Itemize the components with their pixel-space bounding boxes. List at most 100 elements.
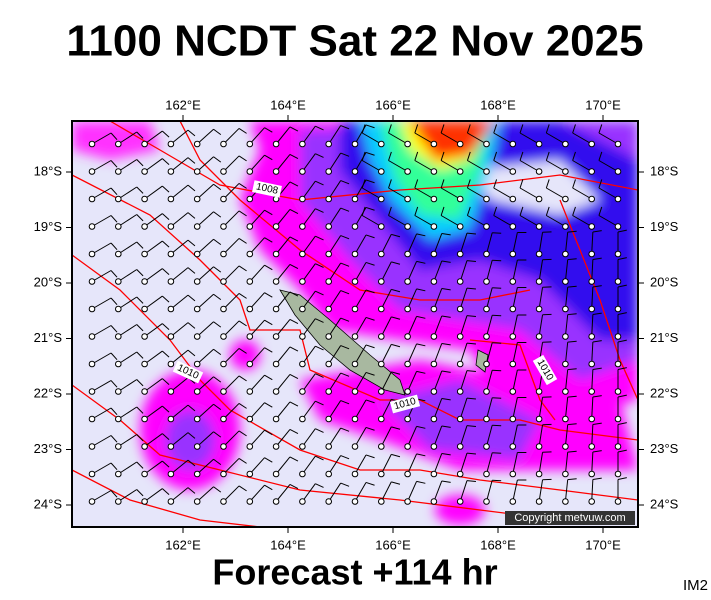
barb-station [220, 360, 227, 368]
barb-flag [567, 340, 577, 343]
barb-station [404, 498, 411, 505]
barb-staff [91, 435, 112, 447]
barb-station [115, 140, 122, 148]
barb-staff [91, 490, 112, 502]
barb-station [378, 278, 385, 285]
barb-staff [301, 318, 316, 337]
barb-station [378, 470, 385, 478]
barb-staff [433, 425, 443, 447]
barb-staff [414, 160, 435, 172]
barb-flag [187, 294, 196, 302]
barb-flag [264, 209, 273, 216]
barb-station [483, 498, 490, 505]
barb-station [378, 360, 385, 368]
barb-flag [492, 397, 502, 399]
barb-staff [223, 320, 240, 337]
barb-staff [144, 378, 163, 392]
barb-staff [249, 319, 265, 337]
barb-staff [196, 293, 214, 310]
barb-station [299, 278, 306, 285]
isobar-label: 1010 [389, 394, 421, 414]
barb-station [246, 498, 254, 505]
barb-flag [110, 490, 118, 498]
barb-station [351, 223, 359, 230]
barb-station [430, 223, 438, 230]
barb-flag [391, 343, 401, 348]
barb-station [614, 223, 622, 230]
barb-staff [170, 184, 189, 200]
lat-label-left: 20°S [34, 274, 63, 289]
barb-flag [572, 124, 576, 134]
barb-station [246, 470, 254, 478]
barb-station [456, 360, 464, 368]
lat-label-right: 19°S [650, 219, 679, 234]
barb-staff [572, 187, 592, 200]
barb-station [272, 443, 280, 450]
lat-label-left: 22°S [34, 385, 63, 400]
barb-station [299, 388, 306, 395]
barb-station [509, 195, 517, 203]
barb-station [430, 360, 438, 368]
barb-staff [433, 370, 443, 392]
barb-flag [110, 435, 118, 443]
barb-station [325, 388, 333, 395]
barb-flag [213, 211, 222, 218]
barb-station [588, 415, 596, 423]
barb-staff [301, 483, 316, 502]
barb-flag [365, 481, 375, 486]
barb-station [167, 415, 175, 423]
barb-staff [170, 212, 189, 227]
barb-flag [340, 427, 350, 432]
barb-flag [466, 452, 476, 455]
barb-flag [136, 241, 144, 249]
barb-station [325, 360, 333, 368]
barb-staff [328, 290, 342, 310]
barb-flag [617, 229, 627, 233]
barb-staff [433, 233, 443, 255]
barb-staff [328, 235, 342, 255]
barb-station [299, 470, 306, 478]
barb-station [588, 250, 596, 258]
barb-flag [365, 344, 375, 349]
barb-flag [315, 345, 324, 351]
barb-staff [361, 160, 382, 172]
barb-flag [110, 215, 118, 223]
barb-station [614, 360, 622, 368]
barb-staff [170, 349, 189, 365]
barb-staff [196, 211, 214, 227]
barb-staff [354, 372, 367, 392]
barb-flag [136, 269, 144, 277]
barb-flag [388, 179, 392, 189]
barb-station [351, 443, 359, 450]
barb-staff [196, 128, 214, 145]
barb-station [246, 250, 254, 258]
barb-staff [275, 154, 291, 172]
barb-staff [144, 350, 163, 365]
barb-staff [407, 261, 418, 282]
barb-staff [91, 325, 112, 337]
barb-flag [238, 375, 247, 382]
barb-staff [407, 453, 418, 475]
barb-station [430, 470, 438, 478]
barb-flag [340, 262, 350, 267]
barb-station [141, 168, 148, 175]
barb-flag [110, 270, 118, 278]
barb-staff [440, 215, 461, 227]
barb-station [535, 388, 543, 395]
barb-flag [592, 340, 602, 343]
barb-station [88, 360, 96, 368]
isobar-label: 1008 [252, 180, 282, 198]
barb-flag [315, 125, 324, 131]
barb-station [246, 360, 254, 368]
barb-staff [564, 259, 569, 282]
barb-flag [365, 371, 375, 376]
isobar-label-box [252, 180, 282, 198]
barb-flag [416, 453, 426, 457]
barb-staff [328, 317, 342, 337]
barb-staff [388, 132, 408, 145]
barb-staff [459, 480, 468, 502]
barb-station [614, 498, 622, 505]
barb-staff [249, 209, 265, 227]
barb-station [562, 140, 569, 148]
barb-flag [466, 232, 476, 235]
